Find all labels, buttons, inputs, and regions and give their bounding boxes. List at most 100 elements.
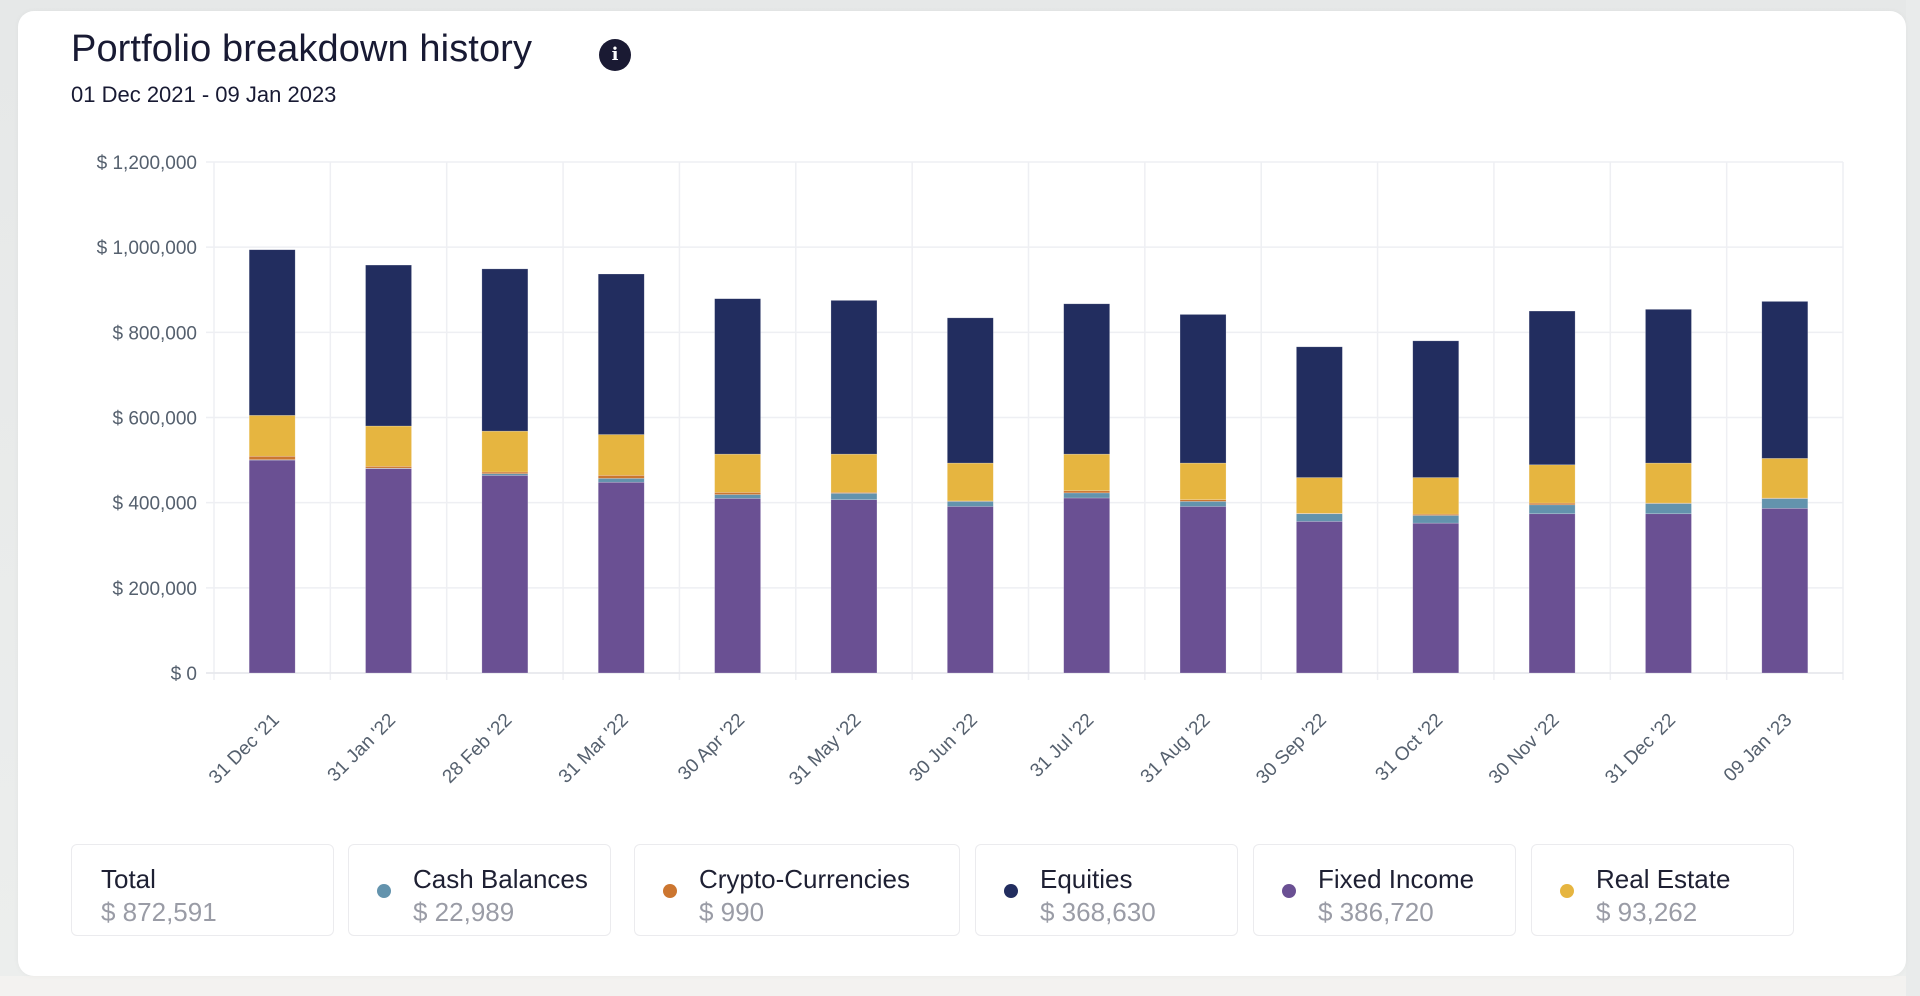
bar-segment-equities [481,268,529,432]
bar-segment-equities [365,264,412,427]
bar-segment-real-estate [947,462,994,502]
legend-total[interactable]: Total $ 872,591 [71,844,334,936]
legend-dot-icon [1004,884,1018,898]
bar-segment-equities [947,317,994,464]
bar-segment-equities [1761,301,1809,459]
bar-segment-crypto-currencies [597,475,645,479]
legend-value: $ 872,591 [101,897,217,927]
bar-segment-cash-balances [597,478,645,483]
bar-segment-real-estate [481,430,529,473]
bar-segment-fixed-income [830,499,878,674]
bar-segment-fixed-income [1179,506,1227,674]
bar-stack [481,268,529,674]
bar-segment-cash-balances [1645,503,1692,515]
x-tick-label: 31 Oct '22 [1372,710,1448,786]
bar-segment-fixed-income [248,459,296,674]
bar-segment-real-estate [1063,453,1110,492]
bar-segment-cash-balances [1761,498,1809,509]
bar-stack [1179,314,1227,674]
bar-segment-real-estate [1528,464,1576,504]
bar-segment-real-estate [248,415,296,457]
x-tick-label: 09 Jan '23 [1720,710,1796,786]
x-tick-label: 31 Jan '22 [324,710,400,786]
bar-stack [1645,309,1692,674]
bar-stack [248,249,296,674]
legend-value: $ 368,630 [1040,897,1156,927]
bar-segment-real-estate [1296,477,1343,514]
legend-dot-icon [1560,884,1574,898]
bar-segment-fixed-income [597,481,645,674]
bar-stack [365,264,412,674]
bar-segment-fixed-income [947,506,994,674]
legend-equities[interactable]: Equities $ 368,630 [975,844,1238,936]
bar-segment-fixed-income [1645,513,1692,674]
bar-segment-fixed-income [1761,508,1809,674]
bar-stack [1412,340,1460,674]
bar-segment-equities [1645,309,1692,464]
legend-value: $ 990 [699,897,765,927]
page-background-right [1906,0,1920,996]
bars [248,249,1809,674]
bar-segment-equities [1528,310,1576,466]
bar-stack [714,298,761,674]
legend-label: Total [101,864,156,894]
y-tick-label: $ 800,000 [112,323,197,344]
x-tick-label: 28 Feb '22 [439,710,517,788]
bar-segment-equities [1296,346,1343,478]
bar-stack [1528,310,1576,674]
legend-crypto-currencies[interactable]: Crypto-Currencies $ 990 [634,844,960,936]
bar-segment-cash-balances [1528,504,1576,515]
bar-segment-equities [830,300,878,455]
bar-segment-fixed-income [1296,521,1343,674]
bar-segment-fixed-income [365,468,412,674]
info-icon[interactable]: i [599,39,631,71]
bar-stack [1296,346,1343,674]
bar-segment-cash-balances [1179,501,1227,507]
bar-segment-equities [597,273,645,435]
y-tick-label: $ 1,200,000 [97,153,197,174]
bar-segment-real-estate [365,425,412,467]
bar-segment-equities [1412,340,1460,478]
x-tick-label: 31 Aug '22 [1137,710,1215,788]
legend-dot-icon [377,884,391,898]
bar-stack [947,317,994,674]
legend-label: Cash Balances [413,864,588,894]
bar-segment-equities [248,249,296,416]
bar-segment-real-estate [714,453,761,493]
legend-label: Crypto-Currencies [699,864,910,894]
legend-fixed-income[interactable]: Fixed Income $ 386,720 [1253,844,1516,936]
bar-segment-crypto-currencies [248,455,296,460]
legend-cash-balances[interactable]: Cash Balances $ 22,989 [348,844,611,936]
bar-segment-fixed-income [1412,522,1460,674]
bar-segment-equities [1179,314,1227,464]
legend-value: $ 93,262 [1596,897,1698,927]
bar-segment-equities [714,298,761,455]
x-tick-label: 30 Sep '22 [1252,710,1331,789]
gridlines [206,161,1844,680]
legend-real-estate[interactable]: Real Estate $ 93,262 [1531,844,1794,936]
legend-dot-icon [1282,884,1296,898]
bar-segment-cash-balances [1412,515,1460,524]
bar-stack [1761,301,1809,674]
chart-title: Portfolio breakdown history [71,28,533,70]
bar-segment-crypto-currencies [1063,490,1110,494]
y-tick-label: $ 1,000,000 [97,238,197,259]
bar-segment-cash-balances [947,501,994,507]
bar-segment-cash-balances [1296,513,1343,522]
bar-segment-cash-balances [830,492,878,500]
legend-value: $ 386,720 [1318,897,1434,927]
bar-segment-real-estate [1761,458,1809,499]
x-tick-label: 31 Dec '22 [1601,710,1680,789]
x-tick-label: 31 Jul '22 [1026,710,1098,782]
bar-segment-real-estate [597,434,645,476]
bar-segment-real-estate [1179,462,1227,500]
bar-segment-real-estate [1412,477,1460,515]
bar-segment-fixed-income [714,498,761,674]
legend-dot-icon [663,884,677,898]
bar-segment-fixed-income [1063,497,1110,674]
bar-segment-fixed-income [481,475,529,674]
y-tick-label: $ 400,000 [112,494,197,515]
legend-label: Fixed Income [1318,864,1475,894]
y-axis: $ 0 $ 200,000 $ 400,000 $ 600,000 $ 800,000 $… [97,153,197,685]
x-tick-label: 31 May '22 [785,710,865,790]
